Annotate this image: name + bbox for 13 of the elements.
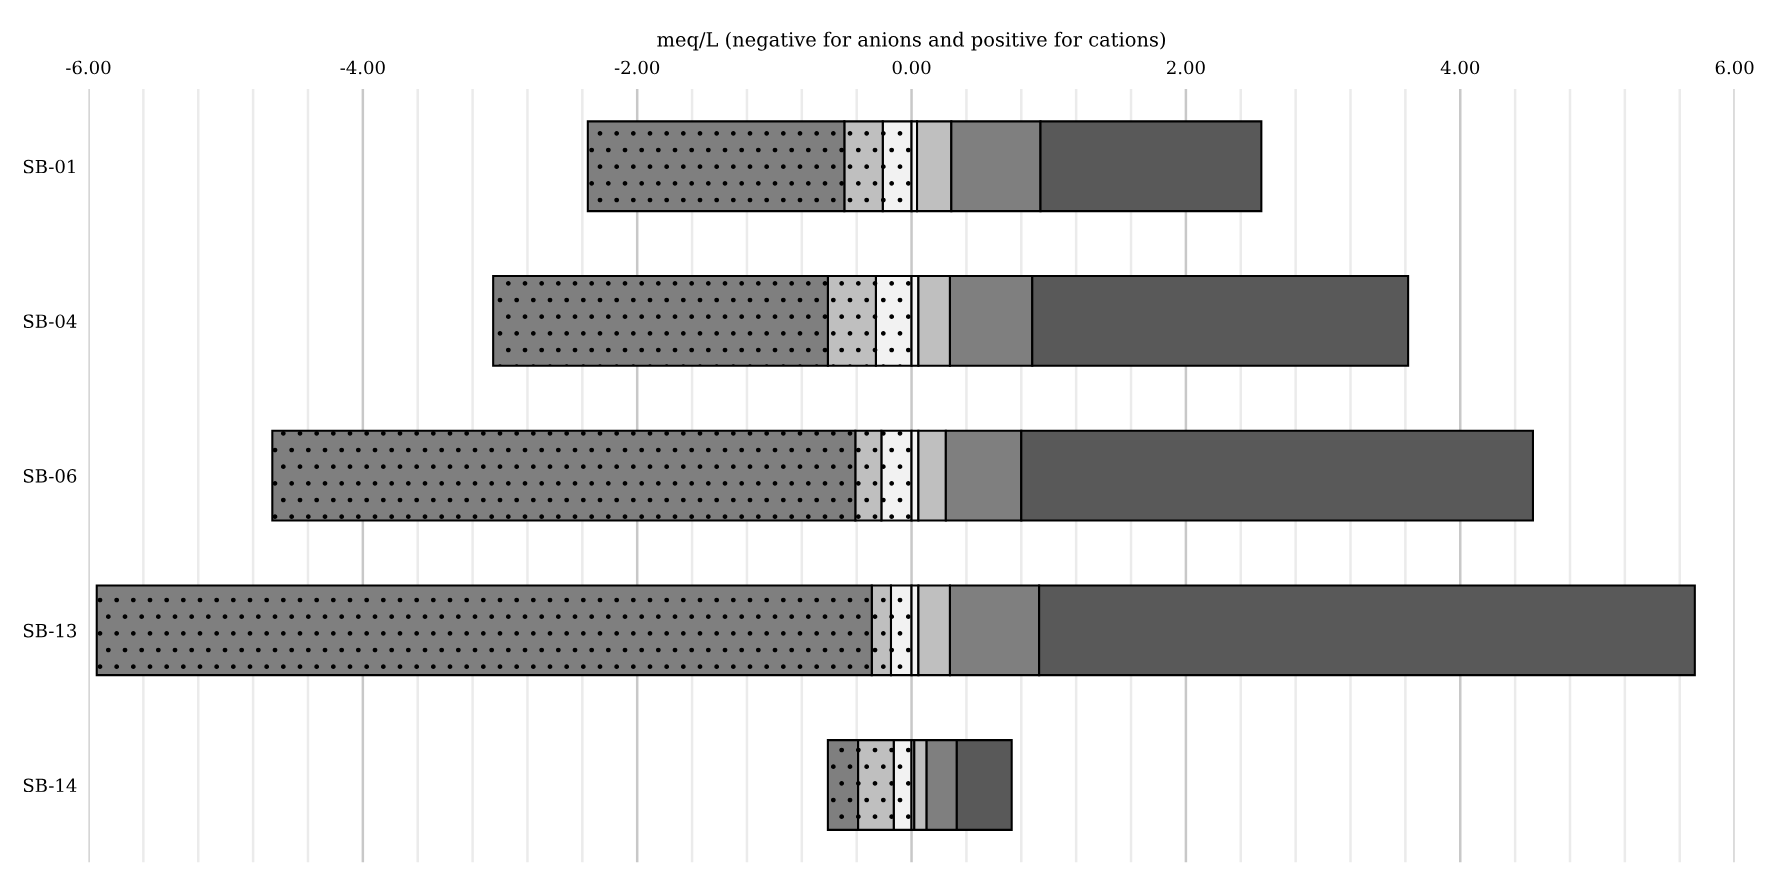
y-tick-label: SB-13: [23, 623, 77, 638]
x-tick-label: 4.00: [1440, 60, 1480, 75]
y-tick-label: SB-04: [23, 314, 77, 329]
x-tick-label: 0.00: [892, 60, 931, 75]
x-tick-label: -6.00: [66, 60, 111, 75]
x-tick-label: 6.00: [1715, 60, 1754, 75]
y-tick-label: SB-01: [23, 159, 75, 174]
x-tick-label: 2.00: [1167, 60, 1205, 75]
x-axis-title: meq/L (negative for anions and positive for cations): [657, 31, 1166, 51]
x-tick-label: -4.00: [340, 60, 385, 75]
y-tick-label: SB-06: [23, 469, 77, 483]
y-tick-label: SB-14: [23, 778, 77, 793]
x-tick-label: -2.00: [614, 60, 660, 75]
